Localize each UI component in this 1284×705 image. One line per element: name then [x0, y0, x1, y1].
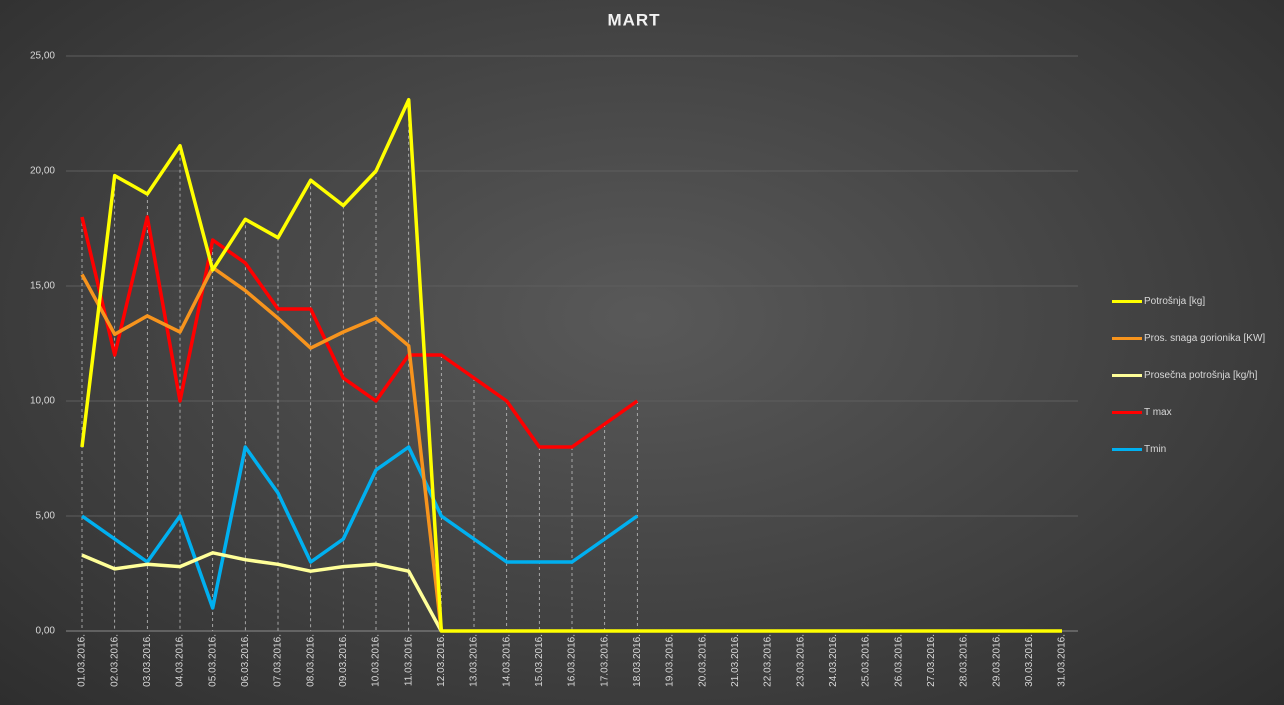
legend-item: Prosečna potrošnja [kg/h] [1112, 369, 1284, 382]
legend-label: Prosečna potrošnja [kg/h] [1144, 370, 1258, 381]
x-tick-label: 30.03.2016. [1024, 634, 1035, 687]
series-line [80, 265, 444, 632]
x-tick-label: 10.03.2016. [371, 634, 382, 687]
x-tick-label: 09.03.2016. [338, 634, 349, 687]
legend-item: Pros. snaga gorionika [KW] [1112, 332, 1284, 345]
x-tick-label: 12.03.2016. [436, 634, 447, 687]
legend-item: Tmin [1112, 443, 1284, 456]
x-tick-label: 08.03.2016. [305, 634, 316, 687]
x-tick-label: 04.03.2016. [175, 634, 186, 687]
legend-swatch [1112, 300, 1142, 303]
y-tick-label: 15,00 [30, 281, 55, 292]
x-tick-label: 29.03.2016. [991, 634, 1002, 687]
x-tick-label: 16.03.2016. [567, 634, 578, 687]
legend-swatch [1112, 337, 1142, 340]
x-tick-label: 24.03.2016. [828, 634, 839, 687]
legend-label: Potrošnja [kg] [1144, 296, 1206, 307]
y-tick-label: 20,00 [30, 166, 55, 177]
x-tick-label: 23.03.2016. [795, 634, 806, 687]
legend-label: Pros. snaga gorionika [KW] [1144, 333, 1266, 344]
x-tick-label: 14.03.2016. [501, 634, 512, 687]
series-line [80, 215, 639, 449]
x-tick-label: 31.03.2016. [1057, 634, 1068, 687]
x-tick-label: 06.03.2016. [240, 634, 251, 687]
x-tick-label: 07.03.2016. [273, 634, 284, 687]
x-tick-label: 28.03.2016. [959, 634, 970, 687]
x-tick-label: 20.03.2016. [697, 634, 708, 687]
legend-item: Potrošnja [kg] [1112, 295, 1284, 308]
legend-swatch [1112, 448, 1142, 451]
chart-title: MART [607, 10, 660, 29]
legend-label: T max [1144, 407, 1172, 418]
x-tick-label: 02.03.2016. [109, 634, 120, 687]
x-tick-label: 17.03.2016. [599, 634, 610, 687]
series-line [81, 551, 443, 632]
y-tick-label: 0,00 [36, 626, 56, 637]
series-line [80, 445, 639, 610]
x-tick-label: 26.03.2016. [893, 634, 904, 687]
x-tick-label: 03.03.2016. [142, 634, 153, 687]
x-tick-label: 19.03.2016. [665, 634, 676, 687]
y-tick-label: 10,00 [30, 396, 55, 407]
x-tick-label: 27.03.2016. [926, 634, 937, 687]
legend-swatch [1112, 411, 1142, 414]
legend-swatch [1112, 374, 1142, 377]
x-tick-label: 22.03.2016. [763, 634, 774, 687]
y-tick-label: 25,00 [30, 51, 55, 62]
x-tick-label: 11.03.2016. [403, 634, 414, 686]
x-tick-label: 01.03.2016. [77, 634, 88, 687]
y-tick-label: 5,00 [36, 511, 56, 522]
x-tick-label: 13.03.2016. [469, 634, 480, 687]
x-tick-label: 21.03.2016. [730, 634, 741, 687]
legend-item: T max [1112, 406, 1284, 419]
legend-label: Tmin [1144, 444, 1167, 455]
x-tick-label: 25.03.2016. [861, 634, 872, 687]
x-tick-label: 18.03.2016. [632, 634, 643, 687]
series-line [80, 97, 1062, 633]
x-tick-label: 15.03.2016. [534, 634, 545, 687]
x-tick-label: 05.03.2016. [207, 634, 218, 687]
